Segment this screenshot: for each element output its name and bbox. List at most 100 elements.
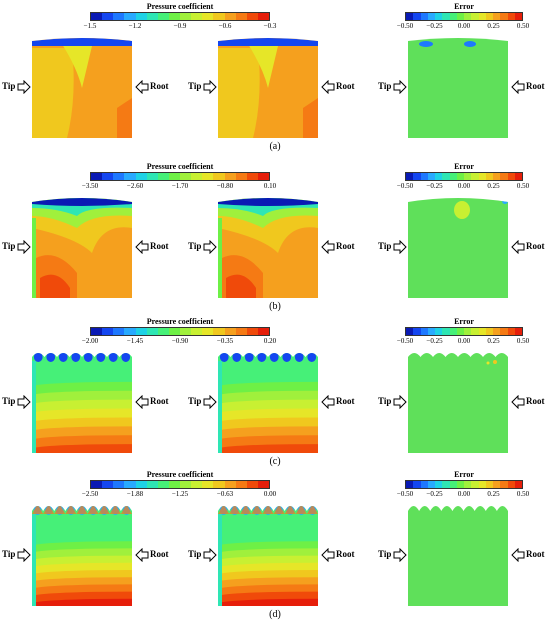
tip-edge [218,361,222,453]
root-arrow-icon [321,80,335,94]
colorbar-swatch [146,13,158,20]
root-label: Root [336,81,355,91]
colorbar-swatch [478,328,486,335]
colorbar-swatch [464,481,472,488]
colorbar-swatch [413,13,421,20]
root-arrow-icon [321,395,335,409]
colorbar-swatch [168,13,180,20]
colorbar-swatch [485,173,493,180]
pressure-contour [218,598,318,606]
colorbar-swatch [485,328,493,335]
colorbar-tick-label: −0.80 [216,182,234,190]
colorbar-swatch [507,173,515,180]
suction-spot [257,353,267,362]
colorbar-swatch [500,173,508,180]
reference-pressure-panel [32,38,132,138]
colorbar-swatch [224,328,236,335]
tip-arrow-icon [393,548,407,562]
colorbar-swatch [442,328,450,335]
colorbar-swatch [91,173,103,180]
colorbar-swatch [427,328,435,335]
tip-label: Tip [2,81,16,91]
tip-edge [32,218,36,298]
colorbar-swatch [514,13,522,20]
figure-row-d: Pressure coefficient −2.50 −1.88 −1.25 −0.63… [0,468,550,620]
colorbar-swatch [102,173,114,180]
colorbar-swatch [191,328,203,335]
colorbar-tick-label: −0.9 [173,22,187,30]
suction-spot [244,353,254,362]
colorbar-tick-label: 0.25 [487,22,500,30]
error-panel [408,353,508,453]
colorbar-swatch [420,328,428,335]
colorbar-swatch [493,13,501,20]
crest-highlight [251,506,263,514]
pressure-colorbar-gradient [90,327,270,336]
colorbar-swatch [257,13,269,20]
suction-spot [219,353,229,362]
colorbar-swatch [202,328,214,335]
colorbar-swatch [91,481,103,488]
tip-arrow-icon [17,80,31,94]
colorbar-swatch [500,13,508,20]
tip-arrow-icon [203,80,217,94]
pressure-contour [303,98,318,138]
pressure-contour [218,48,260,138]
colorbar-tick-label: 0.00 [263,490,277,498]
colorbar-swatch [471,13,479,20]
colorbar-swatch [442,13,450,20]
colorbar-swatch [146,328,158,335]
colorbar-swatch [246,328,258,335]
predicted-pressure-panel [218,506,318,606]
colorbar-swatch [180,481,192,488]
pressure-contour [226,274,256,298]
colorbar-swatch [478,481,486,488]
colorbar-swatch [420,173,428,180]
colorbar-swatch [420,13,428,20]
reference-pressure-panel [32,353,132,453]
colorbar-swatch [478,173,486,180]
crest-highlight [76,506,88,514]
tip-edge [218,218,222,298]
colorbar-tick-label: −0.3 [263,22,277,30]
suction-spot [294,353,304,362]
pressure-colorbar-gradient [90,480,270,489]
colorbar-swatch [427,481,435,488]
suction-spot [108,353,118,362]
root-label: Root [150,549,169,559]
pressure-contour [40,274,70,298]
colorbar-swatch [180,173,192,180]
tip-label: Tip [2,396,16,406]
colorbar-tick-label: −1.45 [126,337,144,345]
colorbar-swatch [235,481,247,488]
crest-highlight [306,506,318,514]
tip-label: Tip [378,81,392,91]
colorbar-swatch [168,328,180,335]
colorbar-swatch [435,328,443,335]
pressure-colorbar-title: Pressure coefficient [146,2,214,11]
root-label: Root [526,549,545,559]
colorbar-swatch [257,328,269,335]
colorbar-swatch [135,173,147,180]
crest-highlight [98,506,110,514]
colorbar-swatch [213,328,225,335]
error-spot [486,361,490,365]
colorbar-swatch [246,13,258,20]
crest-highlight [284,506,296,514]
colorbar-tick-label: −0.50 [396,490,414,498]
tip-label: Tip [188,396,202,406]
root-label: Root [150,81,169,91]
error-field [408,506,508,606]
colorbar-tick-label: 0.25 [487,337,500,345]
error-colorbar-title: Error [454,470,474,479]
colorbar-tick-label: −2.50 [81,490,99,498]
colorbar-swatch [102,481,114,488]
tip-label: Tip [378,549,392,559]
colorbar-swatch [406,173,414,180]
colorbar-swatch [135,328,147,335]
error-spot [419,41,433,47]
colorbar-swatch [420,481,428,488]
subfigure-caption: (d) [269,609,281,620]
pressure-contour [32,444,132,453]
crest-highlight [65,506,77,514]
